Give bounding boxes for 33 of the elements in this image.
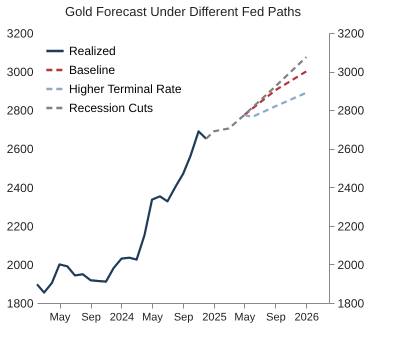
x-tick-label: 2024 — [110, 312, 134, 324]
y2-tick-label: 3200 — [338, 26, 365, 40]
y-tick-label: 2000 — [6, 258, 34, 272]
legend-label: Higher Terminal Rate — [69, 82, 182, 96]
x-tick-label: Sep — [266, 312, 286, 324]
line-series — [205, 56, 308, 140]
x-tick-label: 2026 — [294, 312, 319, 324]
y2-tick-label: 3000 — [338, 65, 365, 80]
x-tick-label: May — [50, 312, 71, 324]
line-series — [36, 130, 208, 294]
y2-tick-label: 2200 — [338, 219, 365, 234]
x-tick-label: 2025 — [202, 312, 227, 324]
y-tick-label: 2600 — [6, 142, 34, 156]
y2-tick-label: 2600 — [338, 142, 365, 156]
y2-tick-label: 2800 — [338, 104, 365, 118]
y2-tick-label: 2000 — [338, 258, 365, 272]
y-tick-label: 1800 — [6, 296, 34, 310]
legend-label: Realized — [69, 44, 116, 58]
x-tick-label: Sep — [174, 312, 194, 324]
legend-label: Baseline — [69, 63, 116, 77]
legend-label: Recession Cuts — [69, 101, 154, 115]
y-tick-label: 3200 — [6, 26, 34, 40]
y-tick-label: 2400 — [6, 180, 34, 195]
y2-tick-label: 1800 — [338, 296, 365, 310]
x-tick-label: May — [234, 312, 256, 324]
x-tick-label: Sep — [81, 312, 101, 324]
y2-tick-label: 2400 — [338, 180, 365, 195]
chart-title: Gold Forecast Under Different Fed Paths — [64, 4, 302, 19]
y-tick-label: 2200 — [6, 219, 34, 234]
y-tick-label: 3000 — [6, 65, 34, 80]
y-tick-label: 2800 — [6, 104, 34, 118]
line-series — [243, 92, 308, 118]
x-tick-label: May — [142, 312, 164, 324]
